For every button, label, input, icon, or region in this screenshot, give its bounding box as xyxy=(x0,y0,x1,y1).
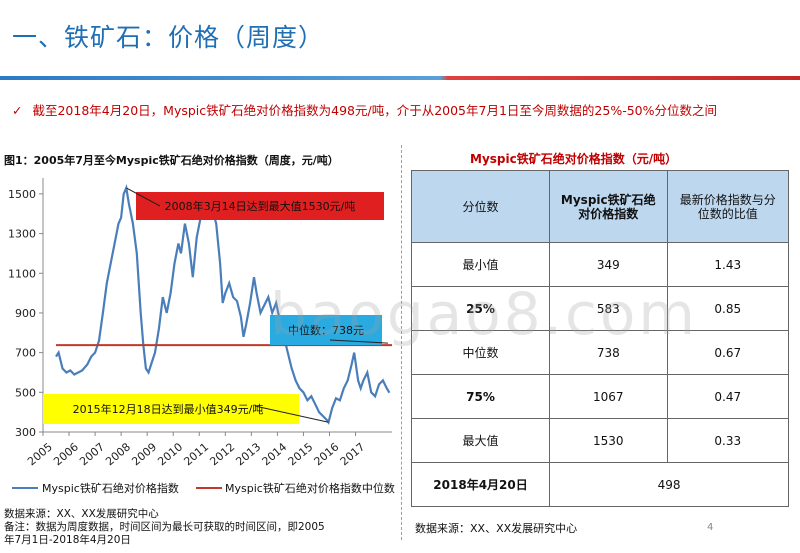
chart-source: 数据来源：XX、XX发展研究中心 备注：数据为周度数据，时间区间为最长可获取的时… xyxy=(4,508,384,547)
x-tick-label: 2010 xyxy=(155,440,185,468)
table-latest-row: 2018年4月20日 498 xyxy=(410,462,789,507)
row-ratio: 1.43 xyxy=(666,242,790,287)
row-ratio: 0.85 xyxy=(666,286,790,331)
row-label: 中位数 xyxy=(410,330,551,375)
x-tick-label: 2015 xyxy=(286,440,316,468)
header-ratio-text: 最新价格指数与分位数的比值 xyxy=(679,192,776,221)
table-source: 数据来源：XX、XX发展研究中心 xyxy=(415,522,578,535)
median-annotation-leader xyxy=(329,339,389,344)
row-ratio: 0.47 xyxy=(666,374,790,419)
header-index-text: Myspic铁矿石绝对价格指数 xyxy=(560,192,656,221)
y-tick-label: 1300 xyxy=(8,228,36,241)
row-ratio: 0.67 xyxy=(666,330,790,375)
header-index: Myspic铁矿石绝对价格指数 xyxy=(549,170,668,243)
summary-text: 截至2018年4月20日，Myspic铁矿石绝对价格指数为498元/吨，介于从2… xyxy=(32,103,717,118)
summary-bullet: ✓ 截至2018年4月20日，Myspic铁矿石绝对价格指数为498元/吨，介于从… xyxy=(12,100,717,119)
x-tick-label: 2012 xyxy=(207,440,237,468)
chart-note-line: 年7月1日-2018年4月20日 xyxy=(4,534,131,546)
row-label: 75% xyxy=(410,374,551,419)
chart-source-line: 数据来源：XX、XX发展研究中心 xyxy=(4,508,159,520)
row-value: 1530 xyxy=(549,418,668,463)
page-number: 4 xyxy=(707,522,714,533)
row-value: 738 xyxy=(549,330,668,375)
max-annotation-label: 2008年3月14日达到最大值1530元/吨 xyxy=(165,199,356,213)
chart-caption: 图1：2005年7月至今Myspic铁矿石绝对价格指数（周度，元/吨） xyxy=(4,154,339,167)
x-tick-label: 2007 xyxy=(77,440,107,468)
table-row: 最小值 349 1.43 xyxy=(410,242,790,287)
median-annotation-box xyxy=(270,315,382,345)
legend-label-median: Myspic铁矿石绝对价格指数中位数 xyxy=(225,481,395,495)
x-tick-label: 2011 xyxy=(181,440,211,468)
x-tick-label: 2008 xyxy=(103,440,133,468)
table-row: 最大值 1530 0.33 xyxy=(410,418,790,463)
y-tick-label: 300 xyxy=(15,426,36,439)
checkmark-icon: ✓ xyxy=(12,103,23,118)
max-annotation-box xyxy=(136,192,384,220)
min-annotation-leader xyxy=(254,405,329,423)
legend-label-price: Myspic铁矿石绝对价格指数 xyxy=(42,481,179,495)
row-label: 最大值 xyxy=(410,418,551,463)
y-tick-label: 900 xyxy=(15,307,36,320)
x-tick-label: 2013 xyxy=(233,440,263,468)
x-tick-label: 2017 xyxy=(338,440,368,468)
y-tick-label: 1100 xyxy=(8,267,36,280)
row-label: 25% xyxy=(410,286,551,331)
row-ratio: 0.33 xyxy=(666,418,790,463)
title-rule xyxy=(0,76,800,80)
chart-note-line: 备注：数据为周度数据，时间区间为最长可获取的时间区间，即2005 xyxy=(4,521,325,533)
table-row: 75% 1067 0.47 xyxy=(410,374,790,419)
latest-date: 2018年4月20日 xyxy=(410,462,551,507)
price-line-chart: 3005007009001100130015002005200620072008… xyxy=(8,178,395,495)
row-value: 1067 xyxy=(549,374,668,419)
row-value: 349 xyxy=(549,242,668,287)
x-tick-label: 2009 xyxy=(129,440,159,468)
latest-value: 498 xyxy=(549,462,789,507)
row-label: 最小值 xyxy=(410,242,551,287)
quantile-table: 分位数 Myspic铁矿石绝对价格指数 最新价格指数与分位数的比值 最小值 34… xyxy=(410,170,790,507)
column-divider xyxy=(401,145,402,540)
y-tick-label: 500 xyxy=(15,386,36,399)
x-tick-label: 2005 xyxy=(25,440,55,468)
max-annotation-leader xyxy=(126,187,161,207)
x-tick-label: 2006 xyxy=(51,440,81,468)
slide-title: 一、铁矿石：价格（周度） xyxy=(12,23,325,52)
price-series-line xyxy=(55,184,391,425)
y-tick-label: 700 xyxy=(15,347,36,360)
header-ratio: 最新价格指数与分位数的比值 xyxy=(666,170,790,243)
x-tick-label: 2016 xyxy=(312,440,342,468)
min-annotation-box xyxy=(43,394,299,424)
table-title: Myspic铁矿石绝对价格指数（元/吨） xyxy=(470,152,678,166)
y-tick-label: 1500 xyxy=(8,188,36,201)
row-value: 583 xyxy=(549,286,668,331)
median-annotation-label: 中位数：738元 xyxy=(288,323,364,337)
x-tick-label: 2014 xyxy=(260,440,290,468)
table-header-row: 分位数 Myspic铁矿石绝对价格指数 最新价格指数与分位数的比值 xyxy=(410,170,790,243)
min-annotation-label: 2015年12月18日达到最小值349元/吨 xyxy=(73,402,264,416)
header-quantile: 分位数 xyxy=(410,170,551,243)
table-row: 25% 583 0.85 xyxy=(410,286,790,331)
table-row: 中位数 738 0.67 xyxy=(410,330,790,375)
